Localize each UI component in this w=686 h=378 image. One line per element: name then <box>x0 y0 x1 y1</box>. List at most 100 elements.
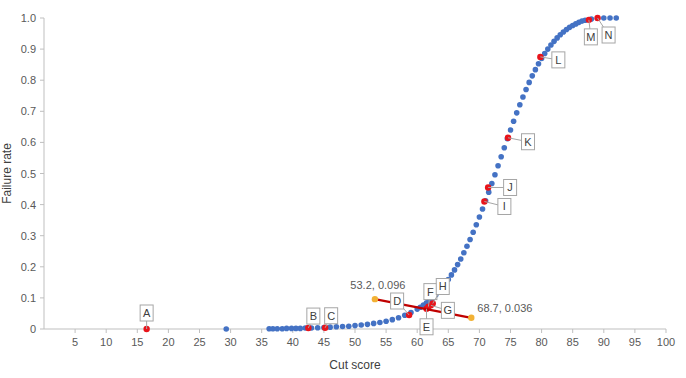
label-box <box>140 305 153 321</box>
y-tick-label: 0.5 <box>21 168 36 180</box>
point <box>477 214 483 220</box>
x-tick-label: 50 <box>349 336 361 348</box>
point <box>480 206 486 212</box>
y-tick-label: 0.7 <box>21 105 36 117</box>
x-tick <box>666 329 667 333</box>
y-tick-label: 0.8 <box>21 74 36 86</box>
y-tick <box>40 329 44 330</box>
point <box>601 15 607 21</box>
point <box>526 80 532 86</box>
point <box>514 110 520 116</box>
point <box>473 222 479 228</box>
x-tick-label: 80 <box>535 336 547 348</box>
label-box <box>424 284 437 300</box>
point <box>501 145 507 151</box>
x-tick-label: 100 <box>657 336 675 348</box>
y-tick <box>40 111 44 112</box>
x-tick <box>510 329 511 333</box>
x-tick <box>479 329 480 333</box>
y-tick <box>40 18 44 19</box>
label-box <box>420 319 433 335</box>
x-tick <box>106 329 107 333</box>
point <box>346 323 352 329</box>
x-tick <box>261 329 262 333</box>
x-tick-label: 45 <box>318 336 330 348</box>
point <box>498 154 504 160</box>
label-box <box>391 293 404 309</box>
point <box>461 250 467 256</box>
point <box>492 172 498 178</box>
point <box>390 317 396 323</box>
point-label: G <box>444 304 453 316</box>
x-tick-label: 70 <box>473 336 485 348</box>
label-box <box>498 198 511 214</box>
x-axis-title: Cut score <box>329 358 381 372</box>
point-label: B <box>310 310 317 322</box>
x-tick <box>634 329 635 333</box>
y-tick-label: 0.6 <box>21 136 36 148</box>
x-tick-label: 10 <box>100 336 112 348</box>
x-tick-label: 30 <box>224 336 236 348</box>
x-tick-label: 15 <box>131 336 143 348</box>
point <box>536 61 542 67</box>
point <box>274 326 280 332</box>
x-tick-label: 35 <box>256 336 268 348</box>
x-tick <box>448 329 449 333</box>
point <box>383 318 389 324</box>
point-value-label: 68.7, 0.036 <box>477 302 532 314</box>
y-tick-label: 0.2 <box>21 261 36 273</box>
point <box>334 324 340 330</box>
point-label: A <box>143 307 151 319</box>
x-tick <box>230 329 231 333</box>
point <box>613 15 619 21</box>
point <box>529 73 535 79</box>
point <box>470 229 476 235</box>
point <box>517 102 523 108</box>
x-tick-label: 55 <box>380 336 392 348</box>
y-tick <box>40 80 44 81</box>
point-label: M <box>586 31 595 43</box>
y-tick <box>40 173 44 174</box>
x-tick <box>572 329 573 333</box>
x-tick <box>199 329 200 333</box>
y-tick <box>40 204 44 205</box>
point <box>352 323 358 329</box>
y-tick <box>40 266 44 267</box>
point-label: L <box>555 54 561 66</box>
y-tick-label: 0.4 <box>21 199 36 211</box>
y-tick-label: 0.9 <box>21 43 36 55</box>
point <box>523 87 529 93</box>
y-tick <box>40 297 44 298</box>
point <box>481 198 487 204</box>
label-box <box>522 134 535 150</box>
x-tick <box>603 329 604 333</box>
point <box>340 324 346 330</box>
label-box <box>552 52 565 68</box>
point-label: F <box>427 286 434 298</box>
point <box>365 322 371 328</box>
label-box <box>504 179 517 195</box>
y-tick-label: 0.1 <box>21 292 36 304</box>
x-tick <box>75 329 76 333</box>
label-box <box>441 302 454 318</box>
point <box>297 326 303 332</box>
x-tick-label: 75 <box>504 336 516 348</box>
y-tick <box>40 235 44 236</box>
x-tick <box>417 329 418 333</box>
chart: 5101520253035404550556065707580859095100… <box>0 0 686 378</box>
point-label: C <box>327 310 335 322</box>
point <box>377 320 383 326</box>
point <box>511 118 517 124</box>
y-tick <box>40 142 44 143</box>
point <box>464 243 470 249</box>
x-tick <box>386 329 387 333</box>
x-tick-label: 40 <box>287 336 299 348</box>
x-tick-label: 60 <box>411 336 423 348</box>
point-label: E <box>423 321 430 333</box>
point <box>495 163 501 169</box>
point <box>508 127 514 133</box>
point <box>449 272 455 278</box>
point-value-label: 53.2, 0.096 <box>350 279 405 291</box>
label-box <box>436 278 449 294</box>
point <box>455 262 461 268</box>
